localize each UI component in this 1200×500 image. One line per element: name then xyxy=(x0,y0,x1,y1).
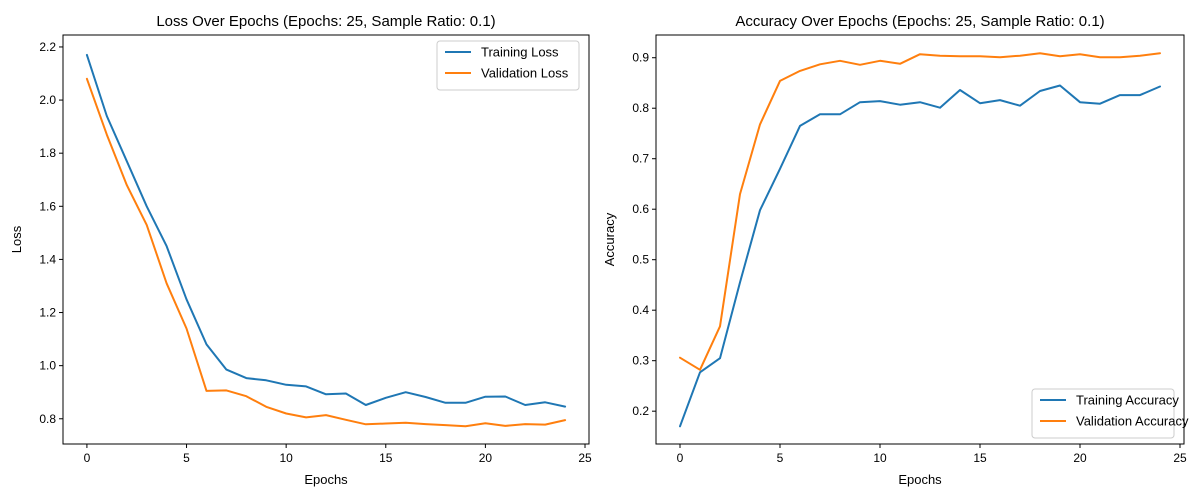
accuracy-y-tick-label: 0.6 xyxy=(632,202,649,216)
accuracy-y-tick-label: 0.3 xyxy=(632,354,649,368)
loss-y-tick-label: 0.8 xyxy=(39,412,56,426)
accuracy-y-tick-label: 0.8 xyxy=(632,101,649,115)
loss-x-tick-label: 25 xyxy=(578,451,592,465)
accuracy-legend: Training Accuracy Validation Accuracy xyxy=(1031,388,1189,439)
accuracy-y-tick-label: 0.5 xyxy=(632,253,649,267)
loss-y-tick-label: 1.6 xyxy=(39,199,56,213)
loss-x-tick-label: 0 xyxy=(84,451,91,465)
loss-plot-frame xyxy=(62,34,590,445)
accuracy-y-tick-label: 0.4 xyxy=(632,303,649,317)
accuracy-y-axis-label: Accuracy xyxy=(602,212,617,266)
loss-x-tick-label: 10 xyxy=(279,451,293,465)
accuracy-x-tick-label: 5 xyxy=(777,451,784,465)
loss-legend-label-validation-loss: Validation Loss xyxy=(481,66,569,81)
accuracy-plot-frame xyxy=(655,34,1185,445)
loss-legend-box xyxy=(436,40,580,91)
accuracy-y-tick-label: 0.2 xyxy=(632,404,649,418)
loss-legend: Training Loss Validation Loss xyxy=(436,40,580,91)
loss-y-axis-label: Loss xyxy=(9,225,24,253)
loss-x-tick-label: 15 xyxy=(379,451,393,465)
loss-y-tick-label: 1.8 xyxy=(39,146,56,160)
loss-y-tick-label: 1.2 xyxy=(39,306,56,320)
loss-y-tick-label: 1.4 xyxy=(39,252,56,266)
accuracy-x-tick-label: 0 xyxy=(677,451,684,465)
accuracy-x-tick-label: 25 xyxy=(1173,451,1187,465)
accuracy-x-tick-label: 15 xyxy=(973,451,987,465)
accuracy-y-tick-label: 0.7 xyxy=(632,152,649,166)
loss-y-tick-label: 2.0 xyxy=(39,93,56,107)
accuracy-x-tick-label: 10 xyxy=(873,451,887,465)
loss-chart-title: Loss Over Epochs (Epochs: 25, Sample Rat… xyxy=(156,13,495,30)
accuracy-chart-title: Accuracy Over Epochs (Epochs: 25, Sample… xyxy=(735,13,1104,30)
loss-series-validation-loss-line xyxy=(85,77,567,428)
loss-y-tick-label: 2.2 xyxy=(39,40,56,54)
loss-x-tick-label: 5 xyxy=(183,451,190,465)
accuracy-y-tick-label: 0.9 xyxy=(632,51,649,65)
loss-x-tick-label: 20 xyxy=(479,451,493,465)
accuracy-series-validation-accuracy-line xyxy=(679,52,1161,371)
loss-legend-label-training-loss: Training Loss xyxy=(481,45,559,60)
loss-chart: Loss Over Epochs (Epochs: 25, Sample Rat… xyxy=(9,13,592,487)
accuracy-chart: Accuracy Over Epochs (Epochs: 25, Sample… xyxy=(602,13,1189,487)
accuracy-legend-label-training-accuracy: Training Accuracy xyxy=(1076,393,1179,408)
accuracy-legend-label-validation-accuracy: Validation Accuracy xyxy=(1076,414,1189,429)
accuracy-series-training-accuracy-line xyxy=(679,84,1161,428)
accuracy-legend-box xyxy=(1031,388,1175,439)
loss-x-axis-label: Epochs xyxy=(304,472,348,487)
accuracy-x-axis-label: Epochs xyxy=(898,472,942,487)
loss-series-training-loss-line xyxy=(85,53,567,408)
accuracy-x-tick-label: 20 xyxy=(1073,451,1087,465)
loss-y-tick-label: 1.0 xyxy=(39,359,56,373)
